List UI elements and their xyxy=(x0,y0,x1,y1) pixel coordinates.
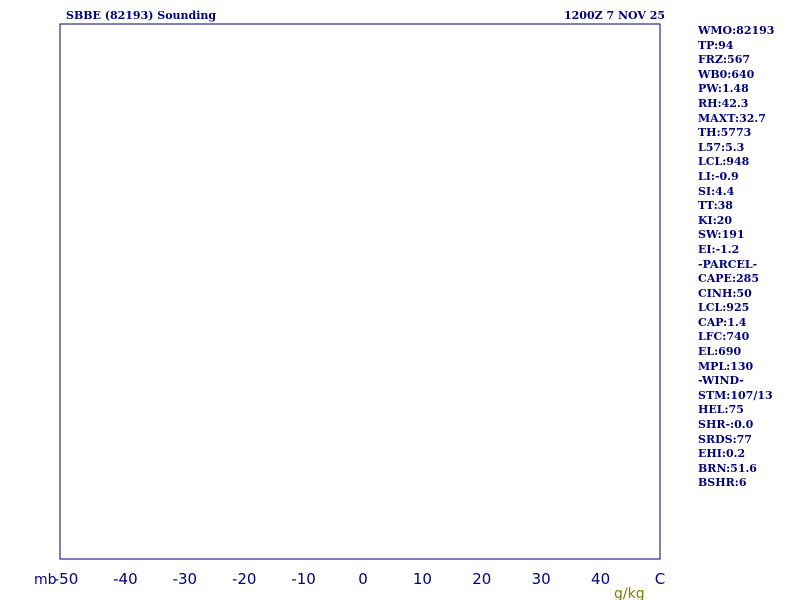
index-item: EI:-1.2 xyxy=(698,242,740,256)
temperature-tick-label: C xyxy=(655,570,665,588)
index-item: HEL:75 xyxy=(698,403,744,417)
index-item: SW:191 xyxy=(698,228,745,242)
index-item: CAPE:285 xyxy=(698,272,759,286)
index-item: LCL:925 xyxy=(698,301,750,315)
observation-time: 1200Z 7 NOV 25 xyxy=(564,9,666,22)
index-item: -WIND- xyxy=(698,374,744,388)
temperature-tick-label: 30 xyxy=(532,570,551,588)
index-item: SRDS:77 xyxy=(698,432,752,446)
station-title: SBBE (82193) Sounding xyxy=(66,9,217,22)
index-item: MAXT:32.7 xyxy=(698,111,766,125)
index-item: -PARCEL- xyxy=(698,257,758,271)
pressure-unit-label: mb xyxy=(34,572,57,588)
index-item: WMO:82193 xyxy=(698,24,775,37)
temperature-tick-label: -40 xyxy=(113,570,138,588)
index-item: CAP:1.4 xyxy=(698,315,747,329)
index-item: MPL:130 xyxy=(698,359,754,373)
index-list: WMO:82193 TP:94 FRZ:567 WB0:640 PW:1.48 RH:42… xyxy=(698,24,798,491)
index-item: CINH:50 xyxy=(698,286,752,300)
temperature-tick-label: -20 xyxy=(232,570,257,588)
index-item: PW:1.48 xyxy=(698,82,749,96)
temperature-tick-label: 40 xyxy=(591,570,610,588)
temperature-tick-label: 20 xyxy=(472,570,491,588)
axis-labels: 1002003004005006007008009001000mb16590 m… xyxy=(34,570,665,600)
index-item: SHR-:0.0 xyxy=(698,418,754,432)
index-item: TH:5773 xyxy=(698,126,752,140)
index-item: SI:4.4 xyxy=(698,184,735,198)
plot-frame xyxy=(59,23,661,560)
temperature-tick-label: -30 xyxy=(173,570,198,588)
index-item: LI:-0.9 xyxy=(698,169,739,183)
index-item: EL:690 xyxy=(698,345,742,359)
index-item: STM:107/13 xyxy=(698,388,773,402)
mixing-ratio-unit: g/kg xyxy=(614,586,645,600)
index-item: RH:42.3 xyxy=(698,96,749,110)
index-item: LFC:740 xyxy=(698,330,750,344)
temperature-tick-label: 0 xyxy=(358,570,368,588)
temperature-tick-label: -10 xyxy=(291,570,316,588)
index-item: KI:20 xyxy=(698,213,733,227)
index-item: TT:38 xyxy=(698,199,733,213)
index-item: LCL:948 xyxy=(698,155,750,169)
index-item: BRN:51.6 xyxy=(698,461,757,475)
index-item: FRZ:567 xyxy=(698,53,751,67)
index-item: TP:94 xyxy=(698,38,734,52)
temperature-tick-label: 10 xyxy=(413,570,432,588)
index-item: WB0:640 xyxy=(698,67,755,81)
index-item: BSHR:6 xyxy=(698,476,747,490)
temperature-tick-label: -50 xyxy=(54,570,79,588)
index-item: EHI:0.2 xyxy=(698,447,746,461)
index-item: L57:5.3 xyxy=(698,140,745,154)
